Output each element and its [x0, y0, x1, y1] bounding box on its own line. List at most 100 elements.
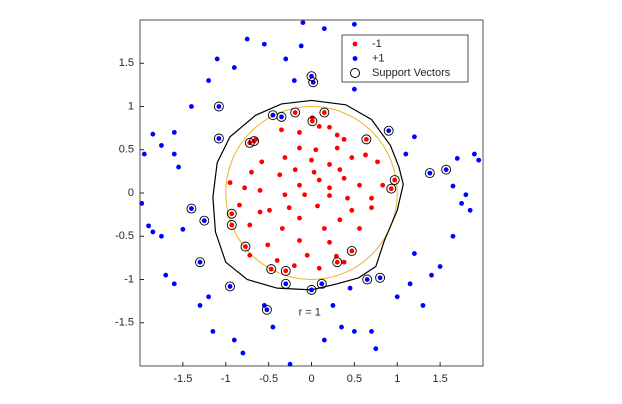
support-vector — [319, 107, 330, 118]
point — [459, 200, 464, 206]
support-vector — [386, 183, 397, 194]
y-tick-label: -0.5 — [115, 230, 134, 242]
point — [171, 281, 177, 287]
point — [357, 226, 362, 231]
support-vector — [226, 208, 237, 219]
point — [450, 233, 456, 239]
point — [247, 222, 253, 228]
point — [319, 281, 325, 287]
point — [282, 192, 288, 198]
support-vector — [225, 281, 235, 292]
support-vector — [240, 241, 251, 252]
point — [427, 170, 433, 176]
point — [339, 324, 344, 330]
support-vector — [306, 71, 317, 82]
point — [334, 145, 340, 151]
point — [420, 303, 426, 308]
point — [297, 145, 302, 151]
point — [403, 151, 409, 157]
support-vector — [306, 284, 317, 295]
point — [265, 242, 271, 248]
point — [467, 207, 473, 213]
point — [321, 26, 327, 32]
point — [429, 272, 434, 278]
point — [267, 207, 272, 213]
point — [297, 215, 302, 221]
point — [259, 159, 265, 165]
support-vector — [361, 134, 372, 145]
point — [311, 169, 317, 175]
point — [412, 251, 417, 256]
point — [327, 239, 332, 245]
legend-marker — [352, 56, 358, 61]
point — [249, 169, 254, 175]
point — [257, 188, 263, 193]
x-tick-label: 0.5 — [347, 373, 362, 385]
point — [227, 284, 233, 289]
point — [309, 287, 314, 293]
point — [270, 112, 276, 118]
support-vector — [280, 278, 291, 289]
support-vector — [307, 116, 318, 127]
point — [351, 86, 357, 92]
point — [375, 159, 380, 165]
point — [176, 164, 181, 170]
point — [244, 36, 250, 42]
y-tick-label: -1 — [124, 273, 134, 285]
point — [337, 167, 343, 173]
point — [146, 223, 151, 229]
point — [472, 151, 477, 157]
point — [337, 217, 343, 223]
point — [237, 202, 242, 208]
point — [206, 294, 212, 300]
point — [270, 324, 276, 330]
support-vector — [186, 203, 197, 214]
point — [407, 281, 413, 287]
support-vector — [213, 133, 224, 144]
point — [349, 248, 355, 254]
point — [171, 130, 177, 135]
point — [283, 268, 289, 274]
point — [197, 259, 203, 265]
y-tick-label: -1.5 — [115, 317, 134, 329]
point — [351, 21, 357, 27]
point — [345, 195, 350, 201]
point — [282, 155, 288, 160]
point — [274, 258, 280, 263]
point — [231, 65, 237, 70]
point — [150, 229, 156, 235]
point — [369, 195, 374, 201]
point — [214, 56, 220, 62]
point — [309, 118, 315, 124]
point — [297, 182, 302, 188]
point — [159, 143, 164, 148]
support-vector — [375, 272, 386, 283]
x-tick-label: -1 — [221, 373, 231, 385]
support-vector — [266, 264, 277, 275]
point — [443, 167, 449, 173]
point — [316, 265, 322, 271]
y-tick-label: 1.5 — [119, 57, 134, 69]
point — [264, 307, 270, 313]
support-vector — [424, 168, 435, 179]
point — [341, 259, 347, 265]
point — [139, 200, 145, 206]
point — [386, 128, 392, 134]
x-tick-label: 0 — [308, 373, 314, 385]
point — [297, 130, 302, 135]
point — [373, 346, 379, 352]
point — [392, 177, 398, 183]
point — [341, 175, 347, 181]
support-vector — [195, 257, 205, 268]
point — [316, 123, 322, 129]
point — [298, 43, 304, 49]
point — [313, 147, 319, 153]
point — [279, 226, 285, 231]
x-tick-label: -1.5 — [173, 373, 192, 385]
point — [334, 259, 340, 265]
support-vector — [249, 136, 259, 147]
point — [327, 185, 332, 191]
point — [240, 350, 246, 356]
support-vector — [308, 77, 319, 88]
point — [277, 172, 283, 178]
